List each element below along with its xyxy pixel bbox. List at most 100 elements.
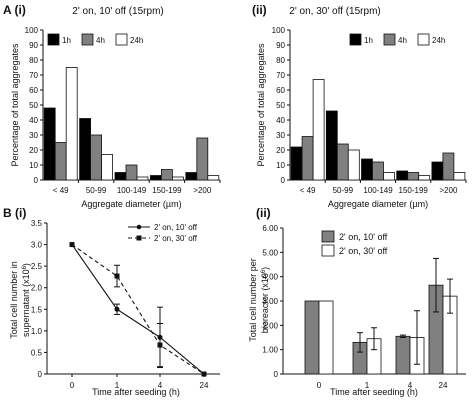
- y-axis-label: supernatant (x106): [21, 263, 31, 337]
- bar: [149, 175, 162, 181]
- x-tick-label: 4: [408, 381, 413, 390]
- y-tick-label: 80: [29, 56, 38, 65]
- bar: [43, 107, 56, 181]
- y-tick-label: 100: [25, 26, 39, 35]
- x-axis-label: Aggregate diameter (µm): [328, 199, 428, 209]
- bar: [114, 172, 127, 181]
- legend-label: 1h: [364, 36, 373, 45]
- bar: [65, 67, 78, 181]
- panel-label: (ii): [256, 206, 271, 220]
- legend-marker: [136, 224, 142, 230]
- legend-swatch: [321, 244, 335, 257]
- x-tick-label: 1: [115, 381, 120, 390]
- legend-swatch: [349, 33, 362, 46]
- bar: [101, 154, 113, 181]
- legend-swatch: [81, 33, 94, 46]
- legend-label: 1h: [62, 36, 71, 45]
- legend-label: 2' on, 10' off: [154, 223, 198, 232]
- x-tick-label: < 49: [300, 186, 316, 195]
- bar: [442, 152, 455, 181]
- bar: [361, 158, 373, 181]
- bar: [407, 172, 420, 181]
- legend-swatch: [115, 33, 128, 46]
- y-tick-label: 20: [276, 146, 285, 155]
- bar: [453, 172, 466, 181]
- y-tick-label: 3.0: [31, 241, 43, 250]
- legend-swatch: [383, 33, 396, 46]
- bar: [325, 110, 338, 181]
- series-line: [71, 244, 205, 375]
- x-axis-label: Time after seeding (h): [330, 387, 418, 397]
- bar: [160, 169, 173, 181]
- x-tick-label: 24: [200, 381, 209, 390]
- legend-swatch: [321, 230, 335, 243]
- bar: [90, 134, 102, 181]
- y-tick-label: 0: [38, 370, 43, 379]
- panel-label: (ii): [252, 3, 267, 17]
- data-point-square: [201, 371, 207, 377]
- legend-label: 24h: [432, 36, 445, 45]
- y-tick-label: 1.5: [31, 305, 43, 314]
- bar: [396, 170, 409, 181]
- x-tick-label: 1: [365, 381, 370, 390]
- y-tick-label: 4.00: [262, 273, 278, 282]
- legend-label: 4h: [96, 36, 105, 45]
- panel-label: A (i): [3, 3, 26, 17]
- y-axis-label: Percentage of total aggregates: [256, 43, 266, 167]
- y-tick-label: 2.00: [262, 321, 278, 330]
- panel-title: 2' on, 30' off (15rpm): [289, 6, 380, 17]
- bar: [347, 149, 360, 181]
- y-tick-label: 40: [276, 116, 285, 125]
- x-tick-label: 24: [439, 381, 448, 390]
- panel-title: 2' on, 10' off (15rpm): [72, 6, 163, 17]
- x-tick-label: 150-199: [399, 186, 429, 195]
- x-tick-label: 150-199: [152, 186, 182, 195]
- y-tick-label: 0: [281, 176, 286, 185]
- bar: [418, 175, 431, 181]
- y-axis-label: Total cell number per: [248, 258, 258, 342]
- x-axis-label: Time after seeding (h): [92, 387, 180, 397]
- y-tick-label: 60: [276, 86, 285, 95]
- y-tick-label: 0.5: [31, 348, 43, 357]
- y-tick-label: 2.5: [31, 262, 43, 271]
- x-tick-label: 0: [70, 381, 75, 390]
- y-axis-label: Percentage of total aggregates: [10, 43, 20, 167]
- y-tick-label: 60: [29, 86, 38, 95]
- legend-marker: [136, 235, 142, 241]
- x-tick-label: < 49: [53, 186, 69, 195]
- y-tick-label: 80: [276, 56, 285, 65]
- legend-label: 4h: [398, 36, 407, 45]
- panel-label: B (i): [3, 206, 26, 220]
- y-tick-label: 100: [272, 26, 286, 35]
- bar: [196, 137, 209, 181]
- y-tick-label: 10: [29, 161, 38, 170]
- bar: [336, 143, 349, 181]
- x-tick-label: >200: [439, 186, 458, 195]
- data-point-square: [69, 242, 75, 248]
- bar: [290, 146, 303, 181]
- legend-label: 24h: [130, 36, 143, 45]
- legend-label: 2' on, 30' off: [154, 234, 198, 243]
- x-tick-label: 4: [158, 381, 163, 390]
- legend-label: 2' on, 10' off: [339, 232, 388, 242]
- y-tick-label: 3.00: [262, 297, 278, 306]
- y-tick-label: 6.00: [262, 224, 278, 233]
- bar: [136, 176, 149, 181]
- x-tick-label: 50-99: [86, 186, 107, 195]
- y-tick-label: 2.0: [31, 284, 43, 293]
- bar: [301, 136, 314, 181]
- data-point-circle: [114, 306, 120, 312]
- series-line: [71, 244, 205, 375]
- y-tick-label: 30: [276, 131, 285, 140]
- y-axis-label: bioreactor (x106): [260, 267, 270, 333]
- bar: [395, 335, 411, 375]
- y-tick-label: 1.00: [262, 346, 278, 355]
- x-tick-label: 0: [317, 381, 322, 390]
- data-point-square: [157, 342, 163, 348]
- y-tick-label: 50: [29, 101, 38, 110]
- y-tick-label: 1.0: [31, 327, 43, 336]
- x-axis-label: Aggregate diameter (µm): [81, 199, 181, 209]
- bar: [383, 172, 395, 181]
- legend-label: 2' on, 30' off: [339, 246, 388, 256]
